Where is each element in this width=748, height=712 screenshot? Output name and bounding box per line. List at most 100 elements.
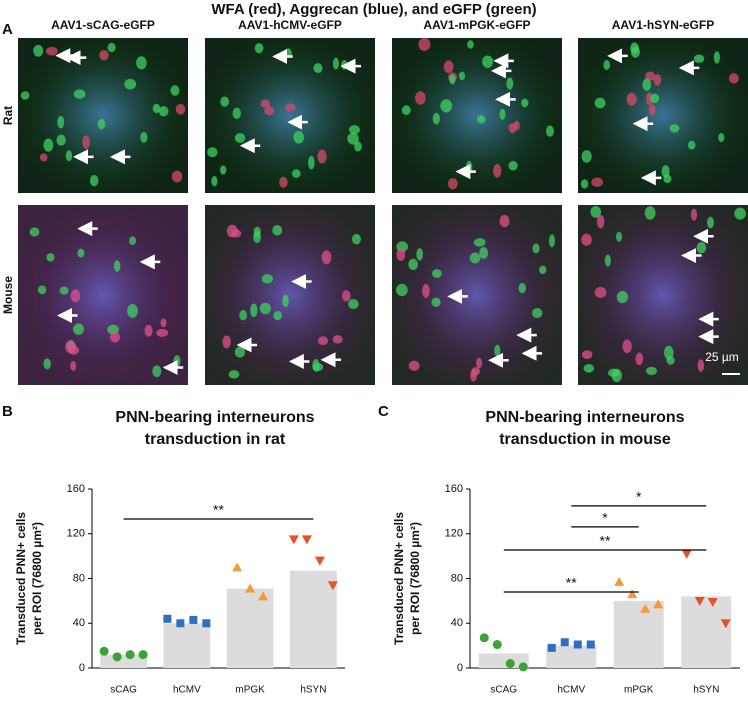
- cell: [669, 124, 680, 133]
- cell: [431, 297, 441, 308]
- cell: [56, 134, 66, 146]
- x-tick-label: hCMV: [173, 685, 201, 696]
- cell: [43, 358, 51, 370]
- cell: [611, 368, 622, 383]
- y-tick-label: 80: [451, 572, 463, 584]
- cell: [308, 155, 315, 170]
- cell: [476, 357, 483, 369]
- bar: [613, 600, 664, 668]
- cell: [467, 40, 474, 49]
- x-tick-label: mPGK: [235, 685, 265, 696]
- cell: [581, 150, 592, 163]
- micrograph-glow: [38, 225, 168, 365]
- cell: [220, 96, 230, 107]
- cell: [279, 176, 288, 188]
- cell: [46, 252, 55, 262]
- cell: [443, 60, 454, 74]
- bar: [289, 570, 337, 668]
- bar: [478, 653, 529, 668]
- cell: [447, 178, 458, 190]
- y-tick-label: 160: [67, 483, 85, 495]
- cell: [317, 336, 329, 346]
- column-label: AAV1-hCMV-eGFP: [238, 18, 342, 32]
- data-point: [694, 596, 705, 606]
- y-axis-label: per ROI (76800 µm²): [408, 522, 422, 635]
- cell: [449, 74, 456, 85]
- significance-label: *: [636, 489, 642, 505]
- cell: [89, 175, 99, 187]
- cell: [341, 59, 348, 70]
- cell: [532, 243, 540, 254]
- x-tick-label: hCMV: [557, 685, 585, 696]
- cell: [432, 269, 442, 278]
- cell: [152, 103, 161, 114]
- cell: [521, 98, 529, 108]
- x-tick-label: hSYN: [300, 685, 326, 696]
- data-point: [492, 640, 502, 650]
- cell: [416, 248, 424, 261]
- cell: [107, 42, 116, 53]
- bar: [100, 654, 148, 668]
- data-point: [189, 615, 198, 624]
- panel-label: C: [378, 403, 389, 420]
- cell: [616, 290, 629, 304]
- cell: [332, 57, 339, 70]
- cell: [250, 303, 258, 318]
- bar: [681, 596, 732, 668]
- cell: [506, 77, 514, 90]
- cell: [45, 46, 58, 56]
- column-label: AAV1-hSYN-eGFP: [612, 18, 714, 32]
- bar: [226, 588, 274, 668]
- cell: [152, 365, 162, 378]
- cell: [479, 246, 489, 259]
- cell: [207, 147, 218, 158]
- data-point: [288, 535, 299, 545]
- cell: [477, 115, 486, 124]
- data-point: [653, 599, 664, 609]
- x-tick-label: mPGK: [624, 685, 654, 696]
- data-point: [202, 619, 211, 628]
- y-tick-label: 40: [451, 617, 463, 629]
- cell: [57, 115, 65, 129]
- y-tick-label: 40: [73, 617, 85, 629]
- cell: [342, 290, 351, 302]
- cell: [690, 208, 698, 221]
- cell: [687, 140, 696, 150]
- cell: [260, 99, 271, 108]
- significance-label: **: [566, 575, 577, 591]
- cell: [508, 160, 518, 171]
- y-tick-label: 0: [457, 662, 463, 674]
- cell: [312, 363, 324, 372]
- cell: [82, 135, 90, 149]
- y-tick-label: 120: [445, 528, 463, 540]
- cell: [293, 130, 304, 144]
- cell: [264, 106, 275, 116]
- cell: [211, 176, 218, 187]
- cell: [661, 165, 670, 178]
- significance-label: **: [213, 502, 224, 518]
- cell: [469, 252, 481, 264]
- cell: [228, 370, 240, 379]
- data-point: [245, 583, 256, 593]
- cell: [282, 294, 289, 308]
- data-point: [138, 650, 148, 660]
- cell: [581, 233, 592, 246]
- panel-label: A: [2, 21, 13, 38]
- y-tick-label: 0: [79, 662, 85, 674]
- cell: [144, 324, 153, 337]
- data-point: [720, 619, 731, 629]
- panel-label: B: [2, 403, 13, 420]
- cell: [545, 125, 554, 137]
- cell: [422, 283, 430, 298]
- data-point: [627, 589, 638, 599]
- y-tick-label: 80: [73, 572, 85, 584]
- cell: [222, 335, 231, 349]
- cell: [591, 177, 604, 187]
- cell: [616, 231, 623, 242]
- chart-title: PNN-bearing interneurons: [485, 409, 684, 426]
- cell: [140, 132, 148, 143]
- cell: [231, 229, 242, 238]
- cell: [482, 55, 494, 68]
- cell: [33, 44, 44, 57]
